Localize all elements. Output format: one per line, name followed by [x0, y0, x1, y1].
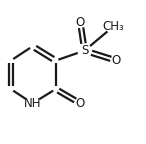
- Text: O: O: [76, 16, 85, 29]
- Text: CH₃: CH₃: [103, 20, 124, 33]
- Text: NH: NH: [24, 97, 41, 110]
- Text: O: O: [76, 97, 85, 110]
- Text: S: S: [81, 44, 88, 57]
- Text: O: O: [112, 54, 121, 67]
